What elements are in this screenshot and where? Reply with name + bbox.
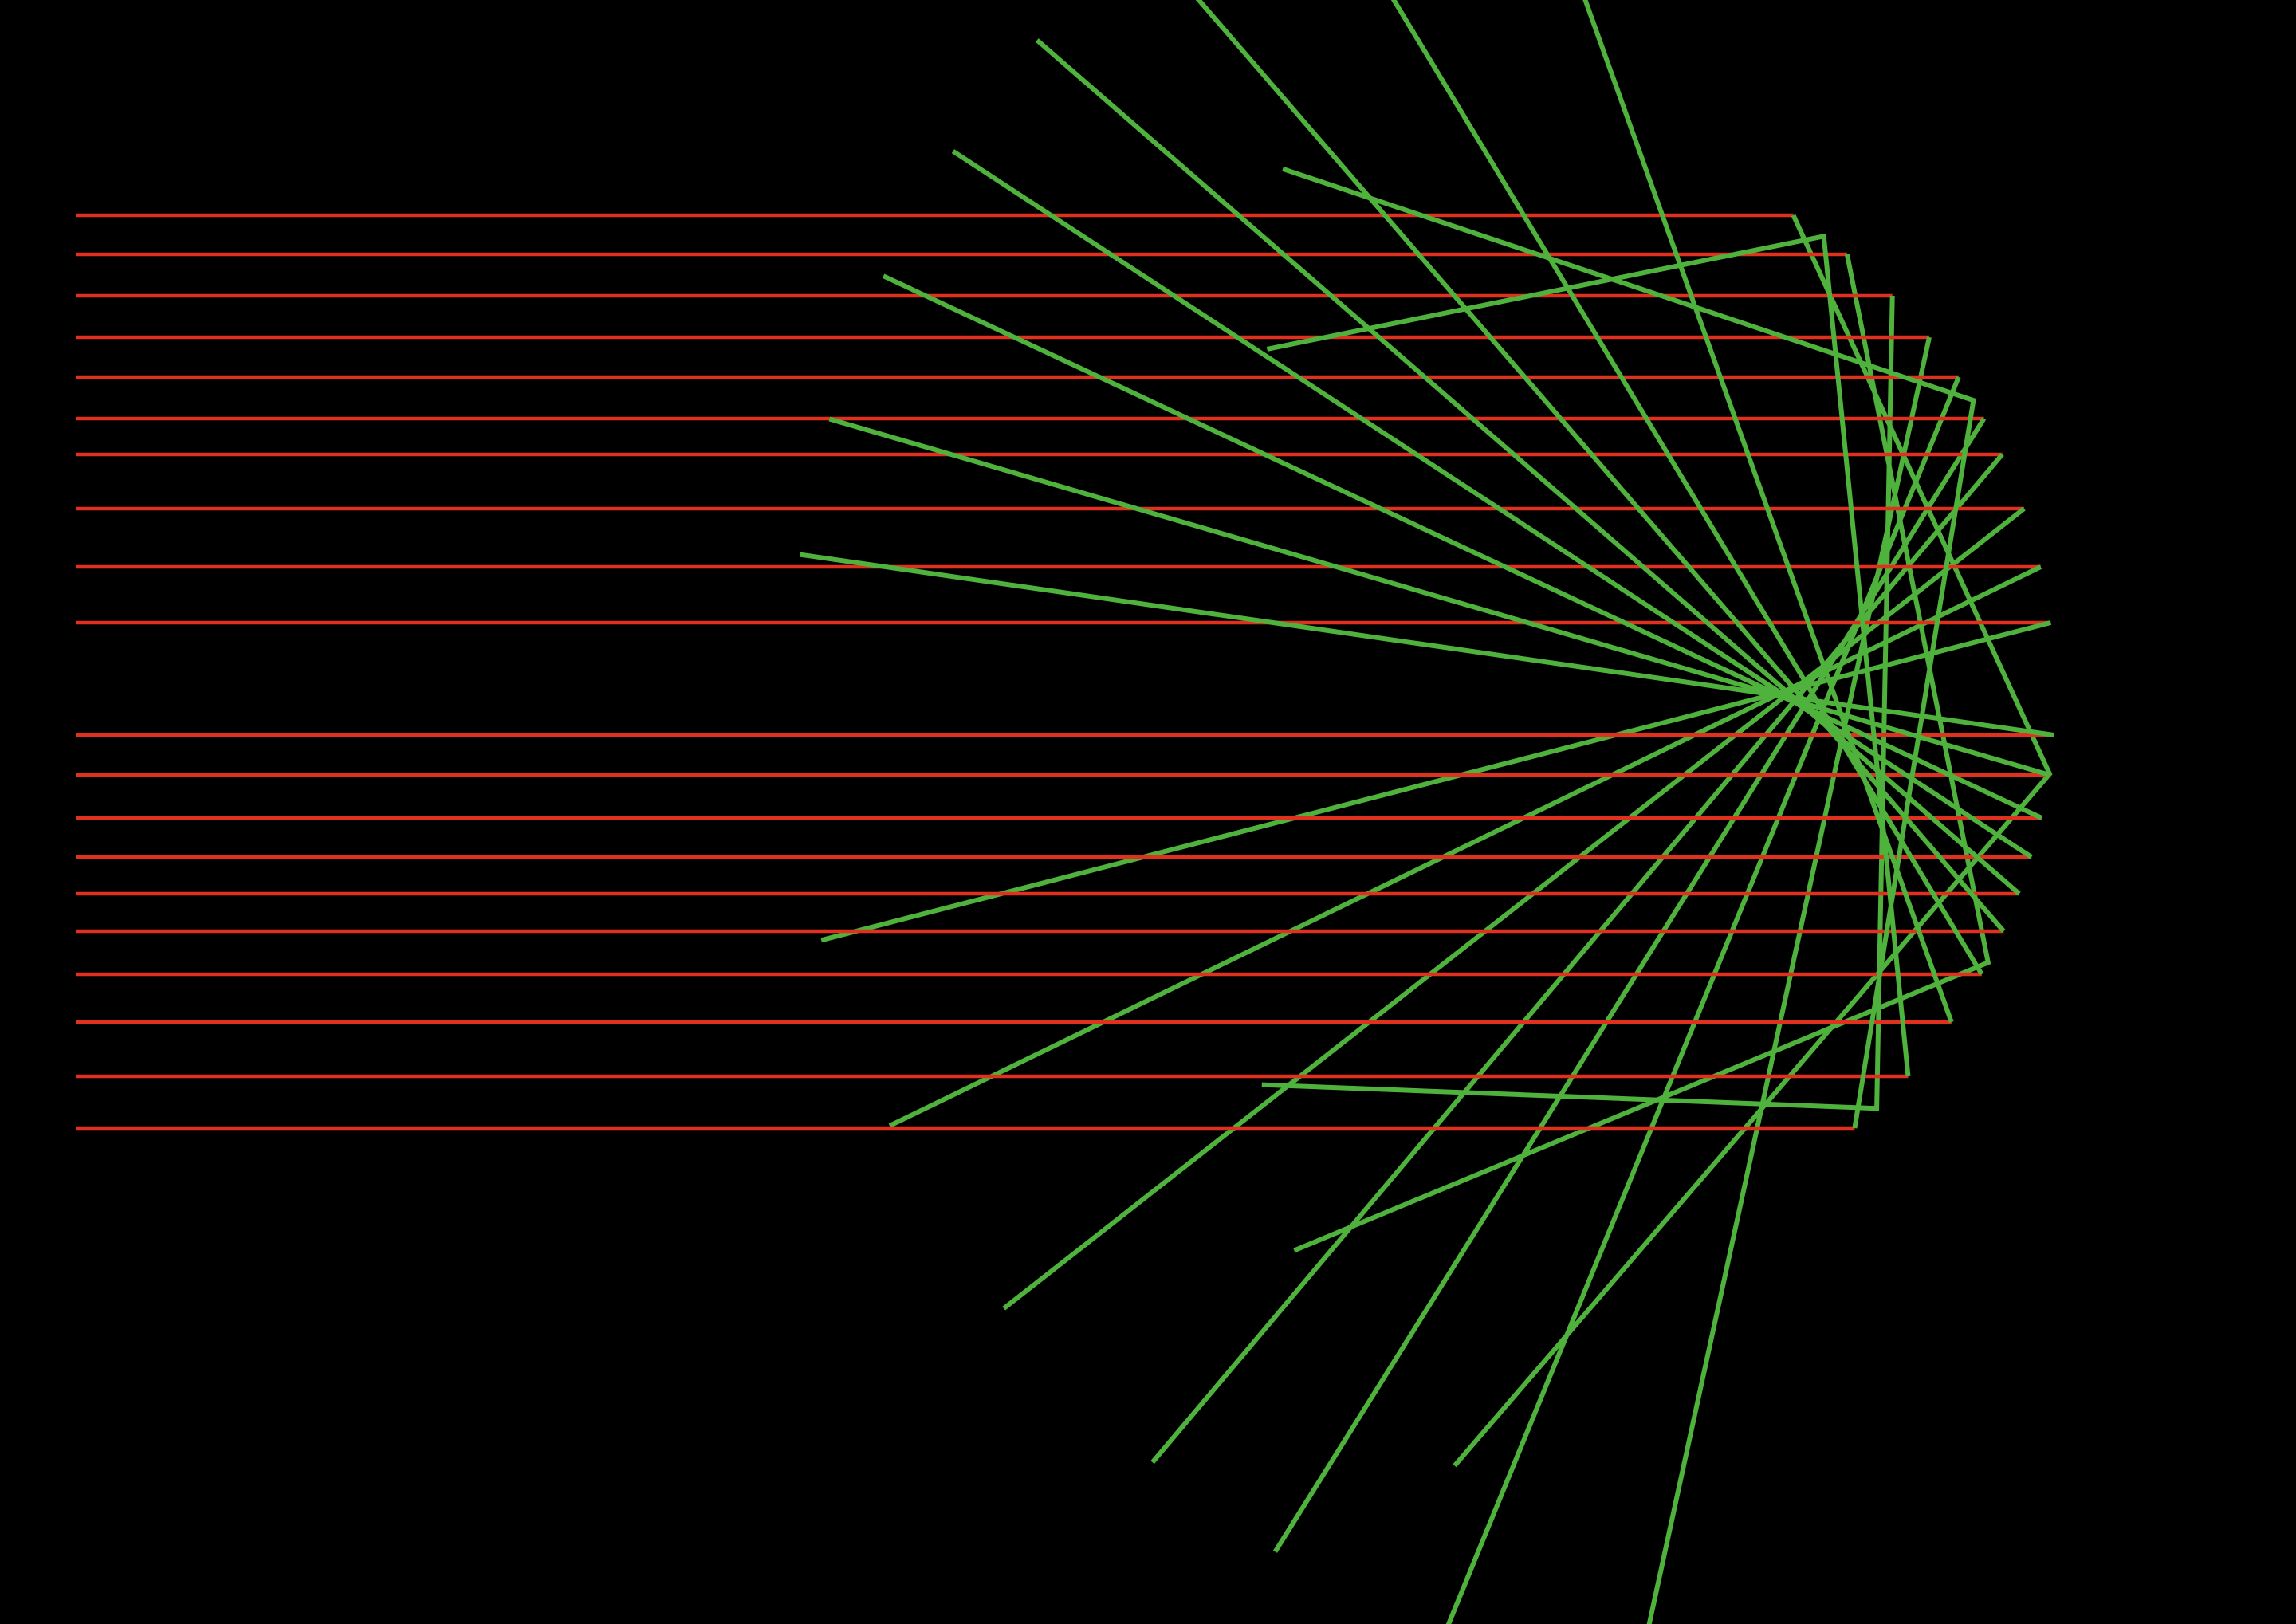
reflected-ray (1002, 506, 2026, 1311)
reflected-ray (800, 552, 2054, 737)
reflected-ray (828, 416, 2050, 777)
reflected-ray (1582, 0, 1954, 1024)
reflected-ray (1646, 336, 1932, 1624)
reflected-ray (1445, 376, 1961, 1624)
reflected-ray (1035, 38, 2021, 896)
reflected-ray (1272, 417, 1987, 1553)
reflected-ray (882, 273, 2043, 820)
reflected-ray (820, 620, 2052, 943)
reflected-ray (1282, 166, 1976, 1129)
reflected-ray (1266, 233, 1911, 1077)
reflected-ray (888, 564, 2042, 1128)
